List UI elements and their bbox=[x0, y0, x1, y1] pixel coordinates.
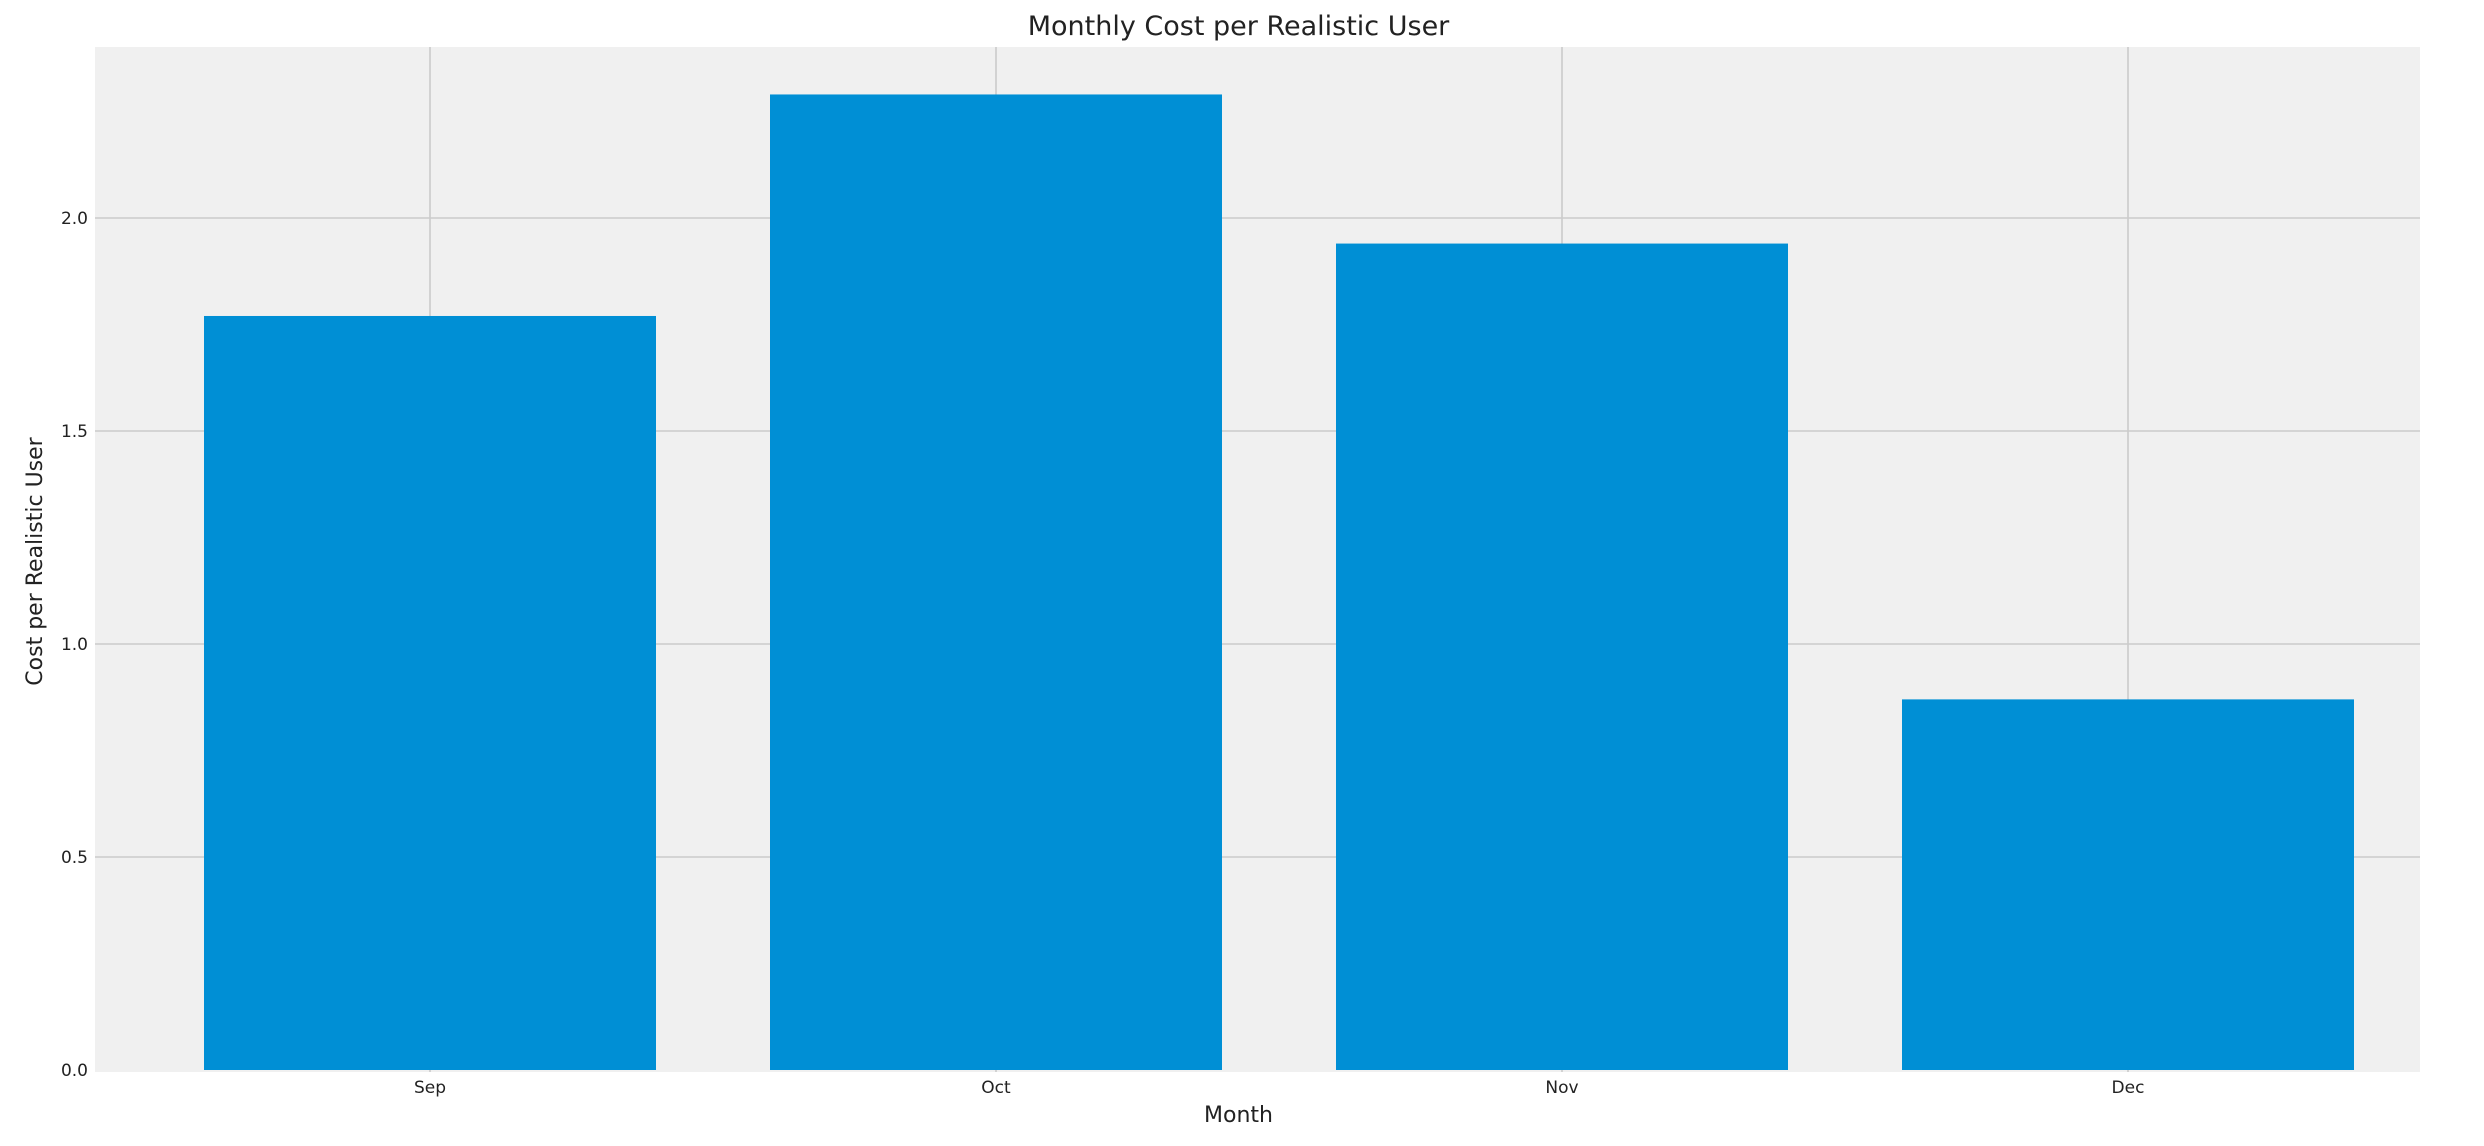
y-tick-label: 0.0 bbox=[61, 1061, 88, 1081]
y-axis-ticks: 0.0 0.5 1.0 1.5 2.0 bbox=[61, 209, 88, 1081]
x-axis-ticks: Sep Oct Nov Dec bbox=[414, 1078, 2144, 1098]
x-tick-label: Dec bbox=[2112, 1078, 2145, 1098]
y-tick-label: 1.0 bbox=[61, 635, 88, 655]
bar-nov bbox=[1336, 243, 1788, 1070]
y-tick-label: 1.5 bbox=[61, 422, 88, 442]
bar-oct bbox=[770, 94, 1222, 1070]
chart-title: Monthly Cost per Realistic User bbox=[1028, 11, 1450, 42]
bar-dec bbox=[1902, 699, 2354, 1070]
y-axis-label: Cost per Realistic User bbox=[23, 436, 48, 685]
x-tick-label: Oct bbox=[981, 1078, 1011, 1098]
bar-sep bbox=[204, 315, 656, 1071]
y-tick-label: 2.0 bbox=[61, 209, 88, 229]
bars bbox=[204, 94, 2354, 1071]
x-axis-label: Month bbox=[1204, 1103, 1273, 1128]
x-tick-label: Nov bbox=[1545, 1078, 1578, 1098]
y-tick-label: 0.5 bbox=[61, 848, 88, 868]
x-tick-label: Sep bbox=[414, 1078, 446, 1098]
